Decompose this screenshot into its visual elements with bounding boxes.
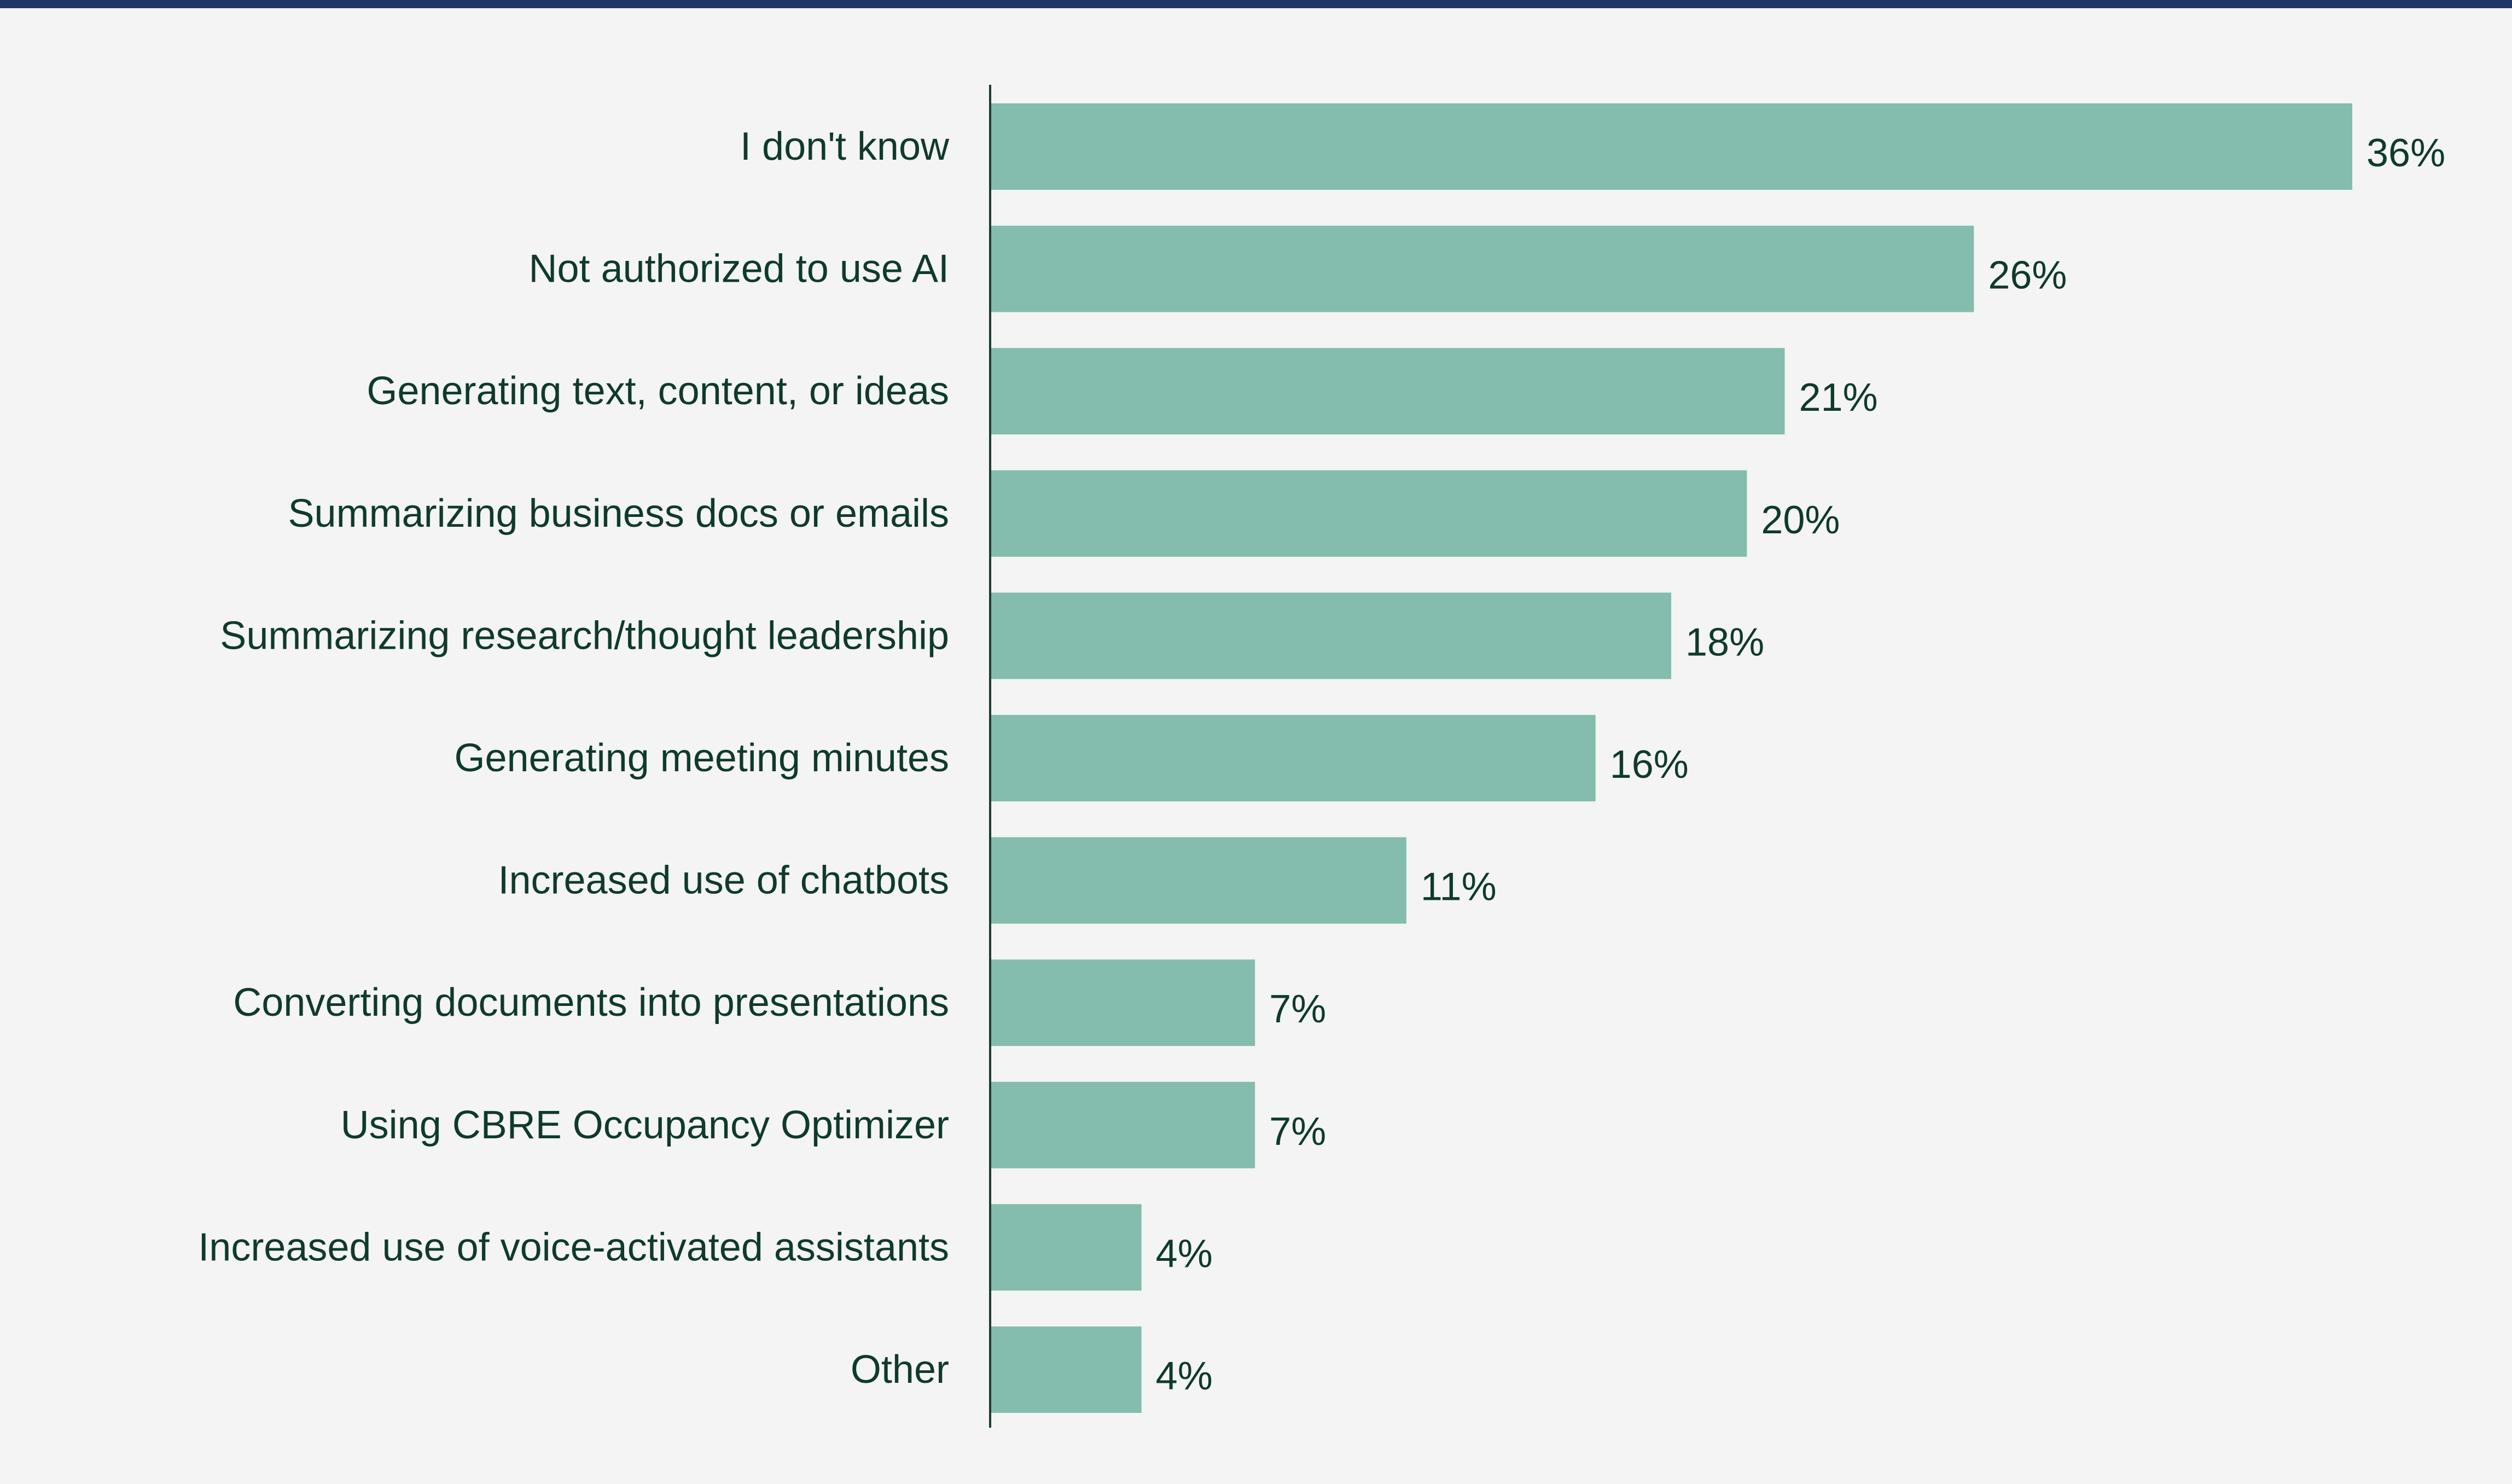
bars-layer xyxy=(990,103,2352,1413)
bar-summarizing-business-docs-or-emails xyxy=(990,470,1747,557)
category-label-summarizing-research-thought-leadership: Summarizing research/thought leadership xyxy=(220,614,949,657)
value-label-increased-use-of-chatbots: 11% xyxy=(1421,865,1497,909)
value-label-generating-meeting-minutes: 16% xyxy=(1610,743,1689,787)
top-rule xyxy=(0,0,2512,8)
bar-summarizing-research-thought-leadership xyxy=(990,592,1671,679)
value-label-increased-use-of-voice-activated-assistants: 4% xyxy=(1156,1232,1213,1276)
value-label-converting-documents-into-presentations: 7% xyxy=(1269,987,1326,1031)
bar-increased-use-of-voice-activated-assistants xyxy=(990,1204,1142,1291)
value-labels: 36% 26% 21% 20% 18% 16% 11% 7% 7% 4% 4% xyxy=(1156,131,2445,1398)
category-labels: I don't know Not authorized to use AI Gene… xyxy=(198,125,950,1392)
bar-generating-meeting-minutes xyxy=(990,715,1596,801)
bar-using-cbre-occupancy-optimizer xyxy=(990,1081,1255,1168)
bar-converting-documents-into-presentations xyxy=(990,959,1255,1046)
category-label-generating-meeting-minutes: Generating meeting minutes xyxy=(455,736,950,780)
category-label-using-cbre-occupancy-optimizer: Using CBRE Occupancy Optimizer xyxy=(341,1103,949,1147)
value-label-not-authorized-to-use-ai: 26% xyxy=(1988,254,2067,298)
value-label-other: 4% xyxy=(1156,1354,1213,1398)
value-label-summarizing-research-thought-leadership: 18% xyxy=(1685,620,1764,664)
value-label-generating-text-content-or-ideas: 21% xyxy=(1799,376,1878,420)
category-label-increased-use-of-chatbots: Increased use of chatbots xyxy=(498,859,949,903)
category-label-summarizing-business-docs-or-emails: Summarizing business docs or emails xyxy=(288,492,949,536)
bar-other xyxy=(990,1326,1142,1413)
value-label-i-don-t-know: 36% xyxy=(2366,131,2445,175)
category-label-generating-text-content-or-ideas: Generating text, content, or ideas xyxy=(367,369,949,413)
value-label-using-cbre-occupancy-optimizer: 7% xyxy=(1269,1110,1326,1154)
value-label-summarizing-business-docs-or-emails: 20% xyxy=(1761,498,1840,542)
category-label-other: Other xyxy=(851,1348,949,1392)
bar-not-authorized-to-use-ai xyxy=(990,225,1974,312)
bar-generating-text-content-or-ideas xyxy=(990,348,1785,435)
category-label-increased-use-of-voice-activated-assistants: Increased use of voice-activated assista… xyxy=(198,1225,949,1269)
bar-i-don-t-know xyxy=(990,103,2352,190)
category-label-converting-documents-into-presentations: Converting documents into presentations xyxy=(233,981,949,1025)
category-label-i-don-t-know: I don't know xyxy=(740,125,950,168)
bar-increased-use-of-chatbots xyxy=(990,837,1406,924)
category-label-not-authorized-to-use-ai: Not authorized to use AI xyxy=(529,247,949,291)
